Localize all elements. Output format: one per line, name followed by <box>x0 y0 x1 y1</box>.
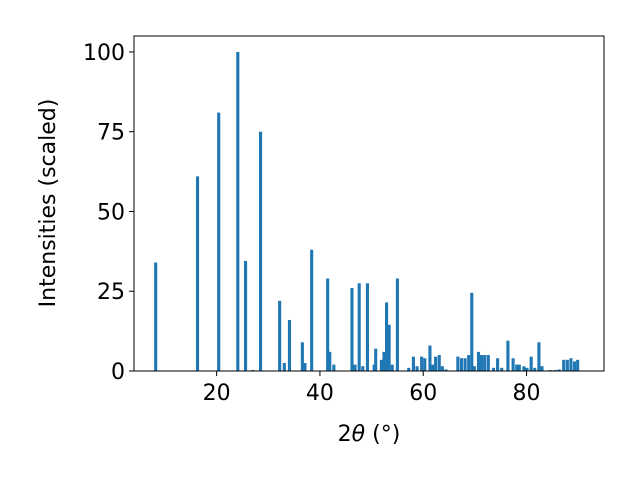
bar <box>472 366 476 371</box>
bar <box>278 300 282 371</box>
x-tick-label: 20 <box>203 381 231 406</box>
bar <box>437 355 441 371</box>
bar <box>565 359 569 371</box>
bar <box>537 342 541 371</box>
bar <box>476 351 481 371</box>
bar <box>562 359 566 371</box>
bar <box>357 283 361 371</box>
bar <box>287 319 292 371</box>
bar <box>423 358 427 371</box>
bar <box>533 367 537 371</box>
bar <box>480 355 484 371</box>
bar <box>515 364 519 371</box>
bar <box>517 364 521 371</box>
bar <box>328 351 332 371</box>
bar <box>415 366 419 371</box>
bar <box>434 356 438 371</box>
bar <box>459 358 463 371</box>
bar <box>300 342 304 371</box>
bar <box>428 345 432 371</box>
y-tick-label: 25 <box>97 280 125 305</box>
bar <box>365 283 369 371</box>
bar <box>511 358 515 371</box>
bar <box>350 288 354 371</box>
x-tick-label: 40 <box>306 381 334 406</box>
bar <box>411 356 415 371</box>
bar <box>258 131 263 371</box>
bar <box>467 355 471 371</box>
y-tick-label: 100 <box>83 41 125 66</box>
bar <box>491 367 496 371</box>
bar <box>332 364 336 371</box>
bar <box>387 324 391 371</box>
bar <box>244 260 248 371</box>
y-tick-label: 0 <box>111 360 125 385</box>
bar <box>236 51 240 371</box>
x-tick-label: 60 <box>409 381 437 406</box>
bar <box>390 364 394 371</box>
bar <box>444 369 448 371</box>
x-axis-title-theta: θ <box>352 422 366 447</box>
bar <box>385 302 389 371</box>
bar <box>576 359 580 371</box>
bar <box>361 366 365 371</box>
bar <box>407 367 411 371</box>
bar <box>529 356 533 371</box>
y-axis-title: Intensities (scaled) <box>36 99 61 308</box>
bar <box>506 340 510 371</box>
bar <box>217 112 221 371</box>
bars-group <box>154 51 580 371</box>
y-tick-label: 75 <box>97 121 125 146</box>
bar <box>420 356 424 371</box>
bar <box>303 363 307 371</box>
bar <box>522 366 526 371</box>
x-axis-title: 2θ (°) <box>338 422 401 447</box>
y-tick-label: 50 <box>97 200 125 225</box>
plot-frame <box>133 35 605 372</box>
bar <box>282 363 286 371</box>
bar <box>195 176 200 371</box>
bar <box>557 369 561 371</box>
bar <box>326 278 330 371</box>
bar <box>456 356 460 371</box>
bar <box>374 348 378 371</box>
bar <box>483 355 487 371</box>
bar <box>310 249 314 371</box>
bar <box>500 367 504 371</box>
bar <box>525 367 529 371</box>
bar <box>395 278 399 371</box>
bar <box>154 262 158 371</box>
y-axis-ticks: 0 25 50 75 100 <box>83 41 134 385</box>
bar <box>573 361 577 371</box>
bar <box>440 366 444 371</box>
bar <box>470 292 474 371</box>
bar <box>379 359 383 371</box>
bar <box>353 364 357 371</box>
bar <box>496 358 500 371</box>
bar <box>569 358 573 371</box>
bar <box>540 366 544 371</box>
bar <box>463 358 467 371</box>
x-tick-label: 80 <box>513 381 541 406</box>
bar <box>382 351 386 371</box>
x-axis-ticks: 20 40 60 80 <box>203 371 541 406</box>
bar <box>431 364 435 371</box>
bar <box>486 355 490 371</box>
